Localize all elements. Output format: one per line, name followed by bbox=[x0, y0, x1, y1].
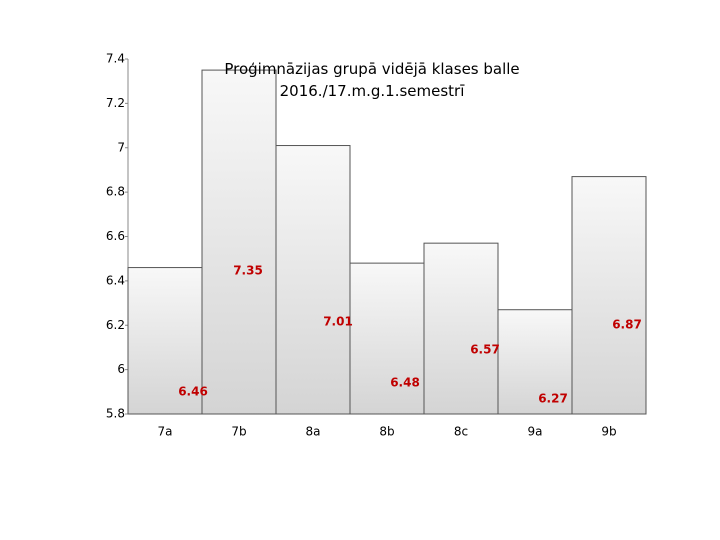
data-label: 6.27 bbox=[538, 392, 568, 406]
y-tick-label: 7.4 bbox=[106, 52, 125, 66]
data-label: 7.35 bbox=[233, 264, 263, 278]
y-tick-label: 6.4 bbox=[106, 273, 125, 287]
data-label: 6.48 bbox=[390, 376, 420, 390]
x-tick-label: 7b bbox=[231, 425, 246, 439]
x-tick-label: 8a bbox=[306, 425, 321, 439]
data-label: 7.01 bbox=[323, 315, 353, 329]
x-tick-label: 7a bbox=[158, 425, 173, 439]
y-tick-label: 6.2 bbox=[106, 318, 125, 332]
x-tick-label: 8b bbox=[379, 425, 394, 439]
bar bbox=[275, 145, 351, 415]
data-label: 6.46 bbox=[178, 385, 208, 399]
bar bbox=[349, 262, 425, 415]
bar bbox=[201, 69, 277, 415]
y-tick-label: 6.6 bbox=[106, 229, 125, 243]
bar bbox=[571, 176, 647, 415]
y-tick-label: 7 bbox=[117, 140, 125, 154]
x-tick-label: 9a bbox=[528, 425, 543, 439]
chart-title: Proģimnāzijas grupā vidējā klases balle … bbox=[224, 60, 520, 100]
y-tick-label: 6 bbox=[117, 362, 125, 376]
y-tick-label: 6.8 bbox=[106, 185, 125, 199]
data-label: 6.57 bbox=[470, 343, 500, 357]
y-tick-label: 5.8 bbox=[106, 407, 125, 421]
y-tick-label: 7.2 bbox=[106, 96, 125, 110]
bar bbox=[127, 267, 203, 415]
x-tick-label: 9b bbox=[601, 425, 616, 439]
x-tick-label: 8c bbox=[454, 425, 468, 439]
bar bbox=[423, 242, 499, 415]
data-label: 6.87 bbox=[612, 318, 642, 332]
bar bbox=[497, 309, 573, 415]
